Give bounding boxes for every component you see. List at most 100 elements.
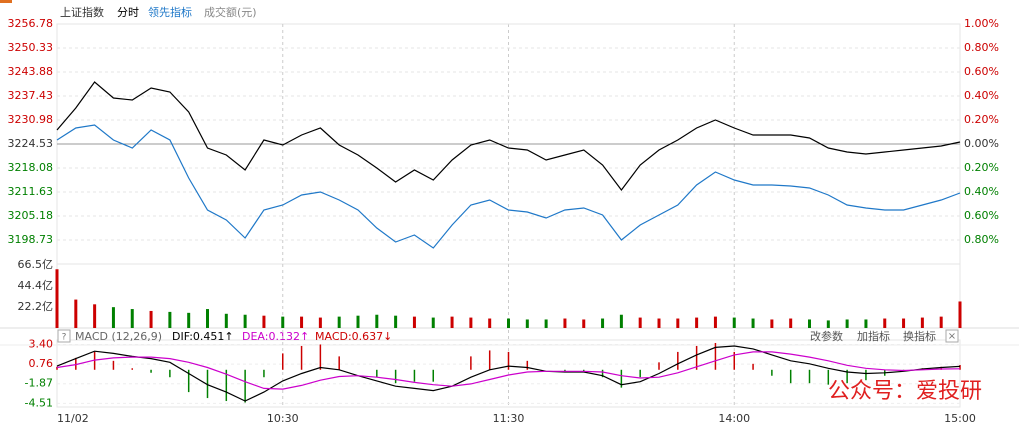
- volume-bar: [920, 317, 924, 328]
- volume-bar: [431, 317, 435, 328]
- volume-bar: [356, 315, 360, 328]
- volume-bar: [601, 318, 605, 328]
- series-tab[interactable]: 上证指数: [60, 5, 104, 19]
- y2-tick-label: 0.80%: [964, 233, 999, 246]
- button[interactable]: 改参数: [810, 329, 843, 343]
- volume-bar: [582, 319, 586, 328]
- y-tick-label: 3218.08: [8, 161, 54, 174]
- volume-bar: [450, 316, 454, 328]
- legend-entry: DEA:0.132↑: [242, 330, 309, 343]
- corner-mark: [0, 0, 12, 3]
- y-tick-label: 3237.43: [8, 89, 54, 102]
- series-line: [56, 351, 961, 390]
- y-tick-label: 3.40: [29, 337, 54, 350]
- period-tab[interactable]: 分时: [117, 6, 139, 19]
- y2-tick-label: 0.40%: [964, 89, 999, 102]
- y2-tick-label: 0.60%: [964, 209, 999, 222]
- y-tick-label: 3230.98: [8, 113, 54, 126]
- volume-bar: [412, 316, 416, 328]
- volume-bar: [525, 319, 529, 328]
- amount-tab[interactable]: 成交额(元): [204, 5, 257, 19]
- volume-bar: [507, 318, 510, 328]
- volume-bar: [488, 318, 492, 328]
- volume-bar: [544, 319, 548, 328]
- close-icon: ×: [948, 331, 956, 342]
- y2-tick-label: 1.00%: [964, 17, 999, 30]
- volume-bar: [713, 316, 717, 328]
- button[interactable]: 换指标: [903, 329, 936, 343]
- volume-bar: [751, 318, 755, 328]
- volume-bar: [168, 311, 172, 328]
- legend-entry: MACD:0.637↓: [315, 330, 392, 343]
- y-tick-label: 3256.78: [8, 17, 54, 30]
- volume-bar: [657, 318, 661, 328]
- volume-bar: [149, 310, 153, 328]
- volume-bar: [318, 317, 322, 328]
- y-tick-label: 3211.63: [8, 185, 54, 198]
- y-tick-label: 66.5亿: [18, 258, 54, 271]
- y-tick-label: 3198.73: [8, 233, 54, 246]
- x-tick-label: 15:00: [944, 412, 976, 425]
- volume-bar: [902, 318, 906, 328]
- y2-tick-label: 0.80%: [964, 41, 999, 54]
- y2-tick-label: 0.20%: [964, 161, 999, 174]
- volume-bar: [695, 317, 699, 328]
- volume-bar: [789, 318, 793, 328]
- y2-tick-label: 0.20%: [964, 113, 999, 126]
- macd-panel: [56, 339, 961, 408]
- watermark: 公众号：爱投研: [828, 379, 982, 404]
- y-tick-label: -1.87: [25, 377, 53, 390]
- volume-bar: [469, 317, 473, 328]
- close-box[interactable]: [945, 329, 959, 343]
- x-tick-label: 11/02: [57, 412, 89, 425]
- volume-bar: [939, 316, 943, 328]
- volume-bar: [770, 319, 774, 328]
- volume-bar: [130, 309, 134, 328]
- volume-bar: [337, 316, 341, 328]
- volume-bar: [676, 318, 680, 328]
- volume-bar: [845, 319, 849, 328]
- help-box[interactable]: [57, 329, 71, 343]
- volume-bar: [93, 304, 97, 328]
- y-tick-label: 3224.53: [8, 137, 54, 150]
- volume-bar: [224, 313, 228, 328]
- volume-bar: [111, 307, 115, 328]
- help-icon: ?: [62, 333, 67, 343]
- y-tick-label: 3243.88: [8, 65, 54, 78]
- volume-bar: [563, 318, 567, 328]
- x-tick-label: 14:00: [718, 412, 750, 425]
- series-line: [56, 124, 961, 249]
- volume-bar: [808, 319, 811, 328]
- volume-bar: [883, 318, 887, 328]
- volume-bar: [281, 316, 285, 328]
- volume-bar: [394, 315, 398, 328]
- y2-tick-label: 0.60%: [964, 65, 999, 78]
- volume-bar: [300, 316, 304, 328]
- series-tab[interactable]: 领先指标: [148, 5, 192, 19]
- volume-bar: [638, 317, 642, 328]
- legend-entry: DIF:0.451↑: [172, 330, 234, 343]
- volume-bar: [826, 320, 830, 328]
- volume-bar: [864, 319, 868, 328]
- volume-bar: [243, 314, 247, 328]
- y-tick-label: 44.4亿: [18, 279, 54, 292]
- x-tick-label: 10:30: [267, 412, 299, 425]
- series-line: [56, 345, 961, 402]
- x-tick-label: 11:30: [493, 412, 525, 425]
- volume-bar: [262, 315, 266, 328]
- y-tick-label: 0.76: [29, 357, 54, 370]
- y-tick-label: 3250.33: [8, 41, 54, 54]
- y-tick-label: 22.2亿: [18, 300, 54, 313]
- y-tick-label: 3205.18: [8, 209, 54, 222]
- volume-bar: [375, 314, 379, 328]
- indicator-title: MACD (12,26,9): [75, 330, 162, 343]
- volume-bar: [619, 314, 623, 328]
- volume-bar: [206, 309, 209, 328]
- volume-bar: [732, 317, 736, 328]
- volume-bar: [55, 269, 59, 328]
- volume-bar: [187, 312, 191, 328]
- volume-bar: [74, 299, 78, 328]
- button[interactable]: 加指标: [857, 329, 890, 343]
